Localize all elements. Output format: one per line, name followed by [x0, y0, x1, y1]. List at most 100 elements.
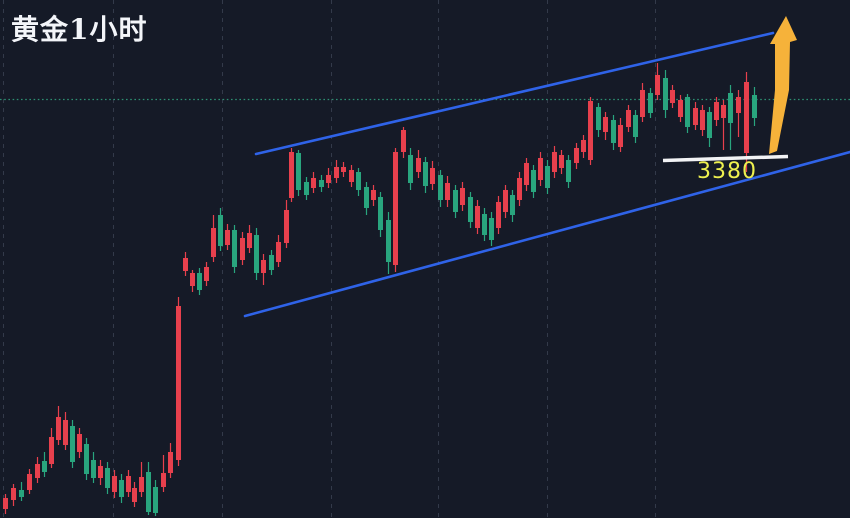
candle-body	[371, 190, 376, 200]
candle-body	[247, 233, 252, 248]
candle-body	[574, 148, 579, 163]
candle-body	[416, 158, 421, 172]
up-arrow[interactable]	[769, 16, 797, 154]
candle-body	[626, 110, 631, 127]
candle-body	[670, 90, 675, 103]
candle-body	[468, 197, 473, 222]
candle-body	[232, 230, 237, 267]
candle-body	[685, 97, 690, 127]
candle-body	[42, 461, 47, 472]
candle-body	[98, 466, 103, 478]
candle-body	[3, 498, 8, 509]
candle-body	[334, 167, 339, 178]
candle-body	[289, 152, 294, 198]
candle-body	[475, 206, 480, 228]
candle-body	[752, 95, 757, 118]
candle-body	[27, 474, 32, 490]
candle-body	[311, 178, 316, 188]
candle-body	[408, 155, 413, 183]
candle-body	[204, 267, 209, 281]
candle-body	[721, 105, 726, 118]
candle-body	[254, 235, 259, 273]
candle-body	[510, 195, 515, 215]
candle-body	[603, 117, 608, 132]
candle-body	[588, 101, 593, 160]
candle-body	[35, 464, 40, 478]
candle-body	[707, 112, 712, 138]
candle-body	[648, 93, 653, 113]
support-line[interactable]	[662, 154, 789, 163]
candle-body	[284, 210, 289, 243]
candle-body	[132, 488, 137, 502]
candle-body	[438, 175, 443, 200]
candle-body	[489, 218, 494, 240]
candle-body	[581, 140, 586, 152]
candle-body	[304, 182, 309, 195]
candle-body	[356, 172, 361, 190]
candle-body	[423, 162, 428, 186]
candle-body	[503, 190, 508, 212]
candle-body	[559, 155, 564, 168]
candle-body	[319, 180, 324, 187]
candle-body	[736, 97, 741, 113]
price-annotation: 3380	[697, 159, 757, 184]
candle-body	[119, 480, 124, 497]
candle-body	[678, 100, 683, 117]
candle-body	[453, 190, 458, 212]
candle-body	[341, 167, 346, 172]
candle-body	[269, 255, 274, 270]
candle-body	[276, 242, 281, 262]
candle-body	[460, 188, 465, 205]
candle-body	[240, 238, 245, 260]
candle-body	[349, 170, 354, 182]
candle-body	[126, 476, 131, 492]
candle-body	[517, 178, 522, 200]
candle-body	[168, 452, 173, 473]
candle-body	[49, 437, 54, 464]
candle-body	[640, 90, 645, 117]
candle-body	[524, 163, 529, 185]
candle-body	[445, 183, 450, 200]
candle-body	[538, 158, 543, 180]
candle-body	[496, 202, 501, 228]
chart-title: 黄金1小时	[11, 13, 148, 46]
candle-body	[211, 228, 216, 257]
candle-body	[545, 166, 550, 188]
candle-body	[197, 273, 202, 290]
candle-body	[296, 153, 301, 190]
candle-body	[552, 152, 557, 172]
candle-body	[378, 197, 383, 230]
candle-body	[225, 230, 230, 245]
candle-body	[728, 93, 733, 123]
candle-body	[700, 110, 705, 130]
candle-body	[183, 258, 188, 271]
candle-body	[430, 168, 435, 184]
candle-body	[744, 82, 749, 153]
candle-body	[596, 107, 601, 130]
candle-body	[618, 125, 623, 147]
candle-body	[105, 468, 110, 488]
candle-body	[326, 175, 331, 183]
candle-body	[633, 115, 638, 137]
candle-body	[112, 476, 117, 492]
candle-body	[176, 306, 181, 460]
candle-body	[531, 170, 536, 192]
candle-body	[566, 160, 571, 182]
candle-body	[146, 472, 151, 512]
candle-body	[56, 417, 61, 440]
candle-body	[364, 187, 369, 208]
channel-upper-line[interactable]	[254, 31, 775, 156]
candle-body	[139, 477, 144, 492]
candle-body	[386, 220, 391, 262]
candle-body	[714, 102, 719, 120]
candle-body	[218, 215, 223, 246]
channel-lower-line[interactable]	[243, 150, 850, 318]
candle-body	[693, 108, 698, 125]
candle-body	[19, 490, 24, 497]
candle-body	[611, 120, 616, 143]
candle-body	[161, 473, 166, 487]
candle-body	[153, 487, 158, 513]
candle-body	[482, 214, 487, 235]
